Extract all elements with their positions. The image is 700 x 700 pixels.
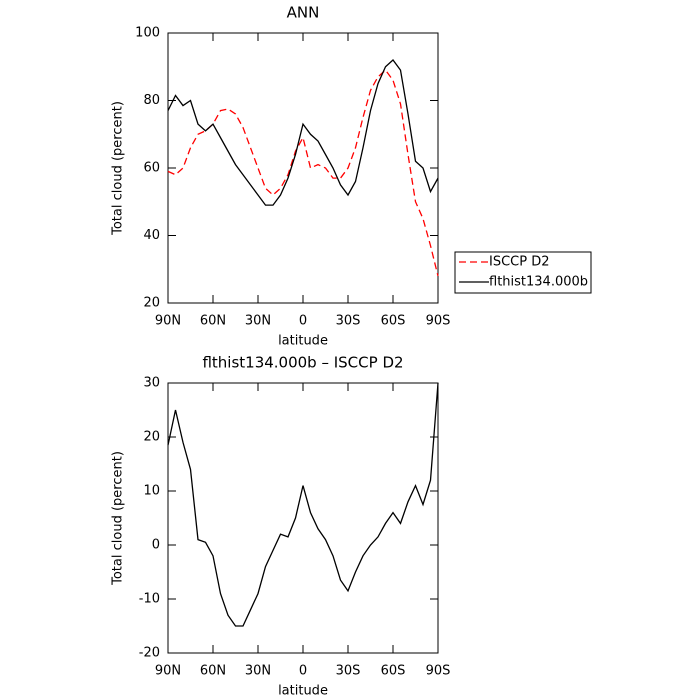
x-tick-label: 60S: [381, 664, 406, 679]
x-tick-label: 30N: [245, 664, 271, 679]
y-tick-label: 20: [143, 430, 160, 445]
y-tick-label: 80: [143, 93, 160, 108]
y-tick-label: -20: [139, 646, 160, 661]
y-tick-label: 30: [143, 376, 160, 391]
legend-label: ISCCP D2: [489, 255, 550, 270]
y-tick-label: 100: [135, 26, 160, 41]
y-axis-label: Total cloud (percent): [111, 101, 126, 236]
y-tick-label: 0: [152, 538, 160, 553]
y-tick-label: 60: [143, 161, 160, 176]
y-tick-label: 10: [143, 484, 160, 499]
chart-title: flthist134.000b – ISCCP D2: [202, 354, 403, 372]
x-tick-label: 60S: [381, 314, 406, 329]
y-axis-label: Total cloud (percent): [111, 451, 126, 586]
legend-box: [454, 251, 592, 294]
x-tick-label: 90S: [426, 664, 451, 679]
y-tick-label: 20: [143, 296, 160, 311]
y-tick-label: -10: [139, 592, 160, 607]
x-tick-label: 30S: [336, 314, 361, 329]
data-line: [167, 69, 439, 277]
data-line: [167, 382, 439, 627]
x-tick-label: 90S: [426, 314, 451, 329]
y-tick-label: 40: [143, 228, 160, 243]
data-line: [167, 59, 439, 206]
x-tick-label: 30S: [336, 664, 361, 679]
plot-frame: [167, 32, 439, 304]
x-tick-label: 90N: [155, 314, 181, 329]
x-tick-label: 0: [299, 664, 307, 679]
chart-title: ANN: [287, 4, 320, 22]
x-axis-label: latitude: [278, 684, 328, 699]
x-tick-label: 60N: [200, 314, 226, 329]
x-tick-label: 0: [299, 314, 307, 329]
x-tick-label: 90N: [155, 664, 181, 679]
legend-label: flthist134.000b: [489, 275, 588, 290]
x-tick-label: 30N: [245, 314, 271, 329]
x-tick-label: 60N: [200, 664, 226, 679]
x-axis-label: latitude: [278, 334, 328, 349]
